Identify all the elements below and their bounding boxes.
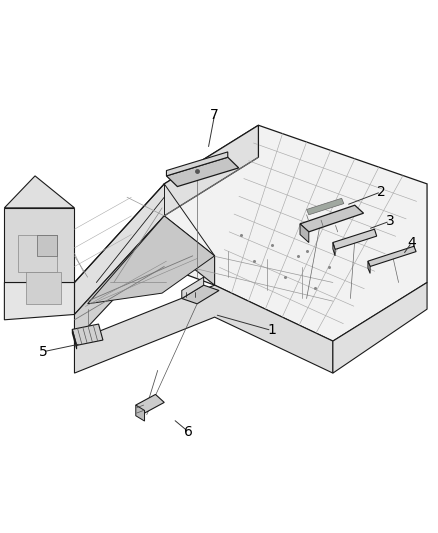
Polygon shape — [300, 224, 309, 243]
Polygon shape — [300, 205, 364, 232]
Polygon shape — [72, 324, 103, 345]
Text: 1: 1 — [267, 324, 276, 337]
Text: 2: 2 — [377, 185, 385, 199]
Polygon shape — [88, 216, 215, 304]
Polygon shape — [307, 198, 344, 215]
Polygon shape — [37, 235, 57, 256]
Polygon shape — [26, 272, 61, 304]
Text: 6: 6 — [184, 425, 193, 439]
Polygon shape — [333, 229, 377, 249]
Polygon shape — [4, 282, 74, 320]
Polygon shape — [136, 394, 164, 413]
Polygon shape — [333, 243, 335, 256]
Polygon shape — [72, 329, 77, 349]
Polygon shape — [136, 405, 145, 421]
Polygon shape — [18, 235, 57, 272]
Polygon shape — [182, 285, 219, 304]
Text: 4: 4 — [407, 236, 416, 249]
Polygon shape — [74, 285, 333, 373]
Polygon shape — [368, 261, 370, 273]
Polygon shape — [4, 208, 74, 282]
Polygon shape — [166, 152, 228, 176]
Polygon shape — [4, 176, 74, 208]
Polygon shape — [333, 282, 427, 373]
Text: 3: 3 — [385, 214, 394, 228]
Polygon shape — [166, 157, 239, 187]
Polygon shape — [74, 216, 215, 341]
Text: 7: 7 — [210, 108, 219, 122]
Text: 5: 5 — [39, 345, 47, 359]
Polygon shape — [164, 125, 427, 341]
Polygon shape — [182, 277, 204, 298]
Polygon shape — [74, 125, 258, 314]
Polygon shape — [368, 246, 416, 266]
